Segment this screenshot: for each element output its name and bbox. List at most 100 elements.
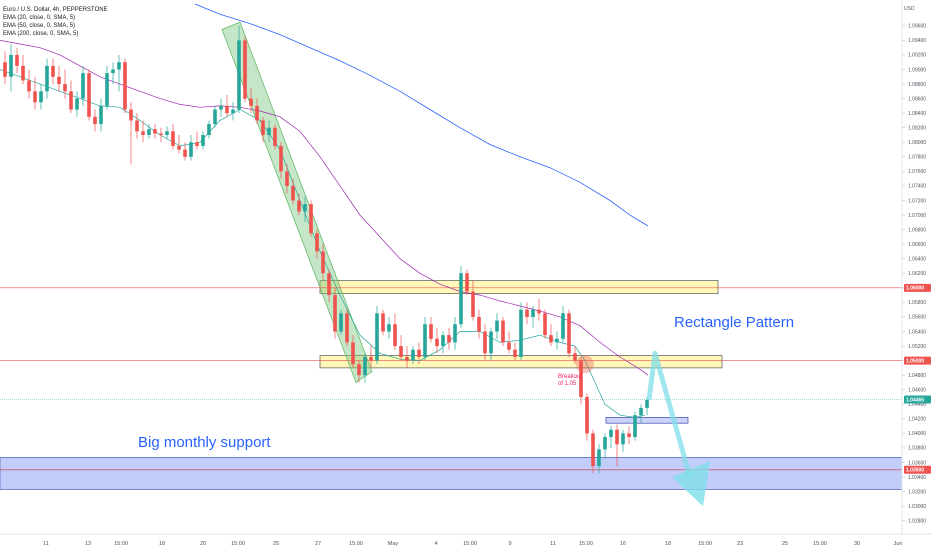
candle[interactable] — [45, 58, 49, 99]
candle[interactable] — [471, 280, 475, 321]
candle[interactable] — [345, 309, 349, 347]
candle[interactable] — [75, 91, 79, 117]
candle[interactable] — [147, 124, 151, 139]
candle[interactable] — [33, 76, 37, 110]
candle[interactable] — [255, 98, 259, 125]
candle[interactable] — [15, 47, 19, 74]
candle[interactable] — [369, 346, 373, 368]
candle[interactable] — [243, 36, 247, 103]
candle[interactable] — [609, 426, 613, 448]
candle[interactable] — [579, 356, 583, 405]
candle[interactable] — [645, 397, 649, 416]
candle[interactable] — [423, 316, 427, 361]
candle[interactable] — [519, 302, 523, 361]
candle[interactable] — [615, 424, 619, 467]
candle[interactable] — [453, 316, 457, 350]
candle[interactable] — [495, 313, 499, 339]
candle[interactable] — [123, 58, 127, 114]
candle[interactable] — [231, 102, 235, 121]
candle[interactable] — [237, 25, 241, 114]
candle[interactable] — [387, 316, 391, 339]
candle[interactable] — [129, 102, 133, 165]
candle[interactable] — [93, 109, 97, 132]
candle[interactable] — [117, 54, 121, 92]
candle[interactable] — [39, 84, 43, 110]
candle[interactable] — [429, 316, 433, 343]
x-axis[interactable]: 11 13 15:00 18 20 15:00 25 27 15:00 May 4 15:00 9 11 1… — [43, 541, 902, 547]
candle[interactable] — [501, 316, 505, 347]
candle[interactable] — [135, 113, 139, 139]
candle[interactable] — [69, 80, 73, 114]
candle[interactable] — [465, 269, 469, 296]
candle[interactable] — [3, 51, 7, 85]
candle[interactable] — [339, 309, 343, 336]
candle[interactable] — [513, 342, 517, 361]
candle[interactable] — [51, 58, 55, 85]
candle[interactable] — [81, 65, 85, 106]
candle[interactable] — [333, 287, 337, 339]
candle[interactable] — [195, 131, 199, 150]
candle[interactable] — [591, 429, 595, 474]
candle[interactable] — [381, 309, 385, 336]
candle[interactable] — [483, 324, 487, 361]
candle[interactable] — [621, 429, 625, 452]
candle[interactable] — [447, 327, 451, 350]
candle[interactable] — [315, 229, 319, 259]
legend-ema200[interactable]: EMA (200, close, 0, SMA, 5) — [3, 31, 78, 37]
candle[interactable] — [327, 269, 331, 303]
candle[interactable] — [585, 393, 589, 441]
candle[interactable] — [567, 309, 571, 357]
candle[interactable] — [639, 404, 643, 423]
candle[interactable] — [153, 124, 157, 139]
candle[interactable] — [555, 331, 559, 350]
candle[interactable] — [603, 433, 607, 459]
candle[interactable] — [543, 309, 547, 339]
candle[interactable] — [627, 426, 631, 445]
legend-ema20[interactable]: EMA (20, close, 0, SMA, 5) — [3, 15, 75, 21]
candle[interactable] — [183, 142, 187, 161]
candle[interactable] — [489, 327, 493, 361]
candle[interactable] — [525, 302, 529, 325]
candle[interactable] — [291, 178, 295, 205]
candle[interactable] — [561, 306, 565, 343]
candle[interactable] — [219, 98, 223, 117]
candle[interactable] — [111, 62, 115, 85]
candle[interactable] — [159, 127, 163, 143]
candle[interactable] — [441, 331, 445, 354]
candle[interactable] — [309, 200, 313, 237]
candle[interactable] — [225, 94, 229, 117]
candle[interactable] — [399, 335, 403, 361]
candle[interactable] — [21, 54, 25, 85]
candle[interactable] — [201, 131, 205, 150]
candle[interactable] — [459, 266, 463, 328]
candle[interactable] — [207, 120, 211, 139]
candle[interactable] — [285, 164, 289, 194]
candle[interactable] — [87, 69, 91, 121]
candle[interactable] — [549, 324, 553, 347]
candle[interactable] — [165, 126, 169, 139]
candle[interactable] — [375, 306, 379, 365]
candle[interactable] — [273, 124, 277, 150]
candle[interactable] — [351, 335, 355, 368]
candle[interactable] — [261, 116, 265, 143]
candle[interactable] — [507, 331, 511, 354]
candle[interactable] — [357, 360, 361, 383]
candle[interactable] — [57, 65, 61, 92]
candle[interactable] — [633, 411, 637, 441]
candle[interactable] — [297, 193, 301, 216]
candle[interactable] — [99, 98, 103, 132]
candle[interactable] — [303, 196, 307, 223]
candle[interactable] — [417, 342, 421, 365]
candle[interactable] — [363, 353, 367, 383]
candle[interactable] — [9, 44, 13, 92]
candle[interactable] — [279, 142, 283, 179]
candle[interactable] — [411, 346, 415, 365]
legend-ema50[interactable]: EMA (50, close, 0, SMA, 5) — [3, 23, 75, 29]
y-axis[interactable]: 1.09600 1.09400 1.09200 1.09000 1.08800 1.086… — [902, 24, 931, 525]
candle[interactable] — [141, 120, 145, 143]
candle[interactable] — [105, 65, 109, 110]
candle[interactable] — [435, 327, 439, 354]
candle[interactable] — [177, 135, 181, 154]
candle[interactable] — [477, 309, 481, 339]
